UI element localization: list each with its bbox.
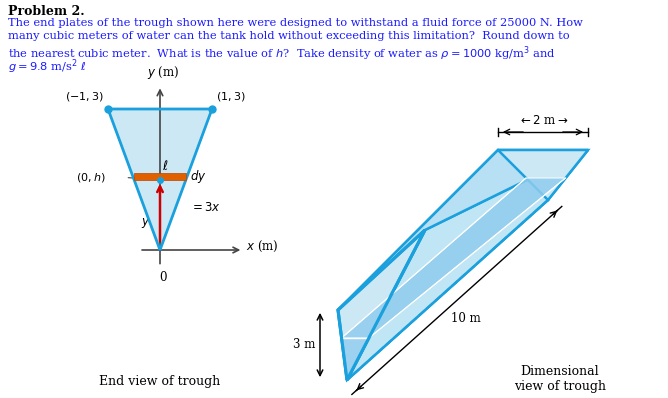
Text: 3 m: 3 m <box>293 339 315 351</box>
Text: $(1, 3)$: $(1, 3)$ <box>216 90 246 103</box>
Polygon shape <box>338 150 548 380</box>
Polygon shape <box>341 338 369 380</box>
Text: the nearest cubic meter.  What is the value of $h$?  Take density of water as $\: the nearest cubic meter. What is the val… <box>8 44 556 62</box>
Text: $= 3x$: $= 3x$ <box>190 201 221 214</box>
Text: $g = 9.8$ m/s$^2$ $\ell$: $g = 9.8$ m/s$^2$ $\ell$ <box>8 57 86 76</box>
Text: $y$: $y$ <box>141 216 151 230</box>
Text: The end plates of the trough shown here were designed to withstand a fluid force: The end plates of the trough shown here … <box>8 18 583 28</box>
Polygon shape <box>338 230 425 380</box>
Text: $\leftarrow 2$ m$\rightarrow$: $\leftarrow 2$ m$\rightarrow$ <box>518 114 568 127</box>
Text: Problem 2.: Problem 2. <box>8 5 85 18</box>
Polygon shape <box>134 179 186 250</box>
Text: $y$ (m): $y$ (m) <box>148 64 180 81</box>
Text: Dimensional
view of trough: Dimensional view of trough <box>514 365 606 393</box>
Text: End view of trough: End view of trough <box>100 375 220 388</box>
Text: 0: 0 <box>159 271 166 284</box>
Text: 10 m: 10 m <box>452 312 481 325</box>
Text: $dy$: $dy$ <box>190 168 206 185</box>
Polygon shape <box>338 150 588 310</box>
Text: many cubic meters of water can the tank hold without exceeding this limitation? : many cubic meters of water can the tank … <box>8 31 570 41</box>
Text: $\ell$: $\ell$ <box>162 159 168 174</box>
Polygon shape <box>341 178 566 338</box>
Polygon shape <box>498 150 588 200</box>
Polygon shape <box>134 174 186 179</box>
Text: $(-1, 3)$: $(-1, 3)$ <box>65 90 104 103</box>
Text: $x$ (m): $x$ (m) <box>246 239 279 254</box>
Polygon shape <box>108 109 212 250</box>
Polygon shape <box>347 150 588 380</box>
Text: $(0, h)$: $(0, h)$ <box>75 171 106 184</box>
